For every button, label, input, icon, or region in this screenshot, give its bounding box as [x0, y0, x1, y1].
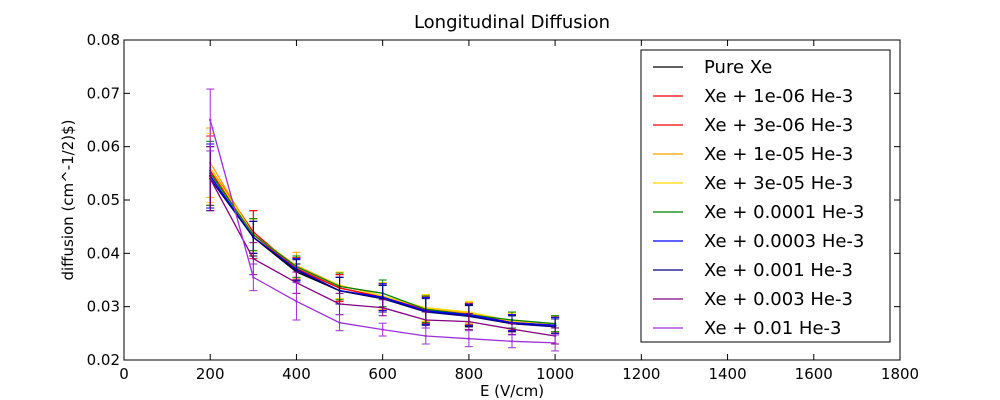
axes: 0 200 400 600 800 1000 1200 1400 1600 1800 0.02 0.0…	[87, 31, 920, 383]
data-point	[295, 269, 298, 272]
x-tick-label: 1200	[622, 365, 660, 383]
y-axis-label: diffusion (cm^-1/2)$)	[59, 119, 77, 280]
x-tick-label: 600	[368, 365, 397, 383]
legend-label: Xe + 0.0003 He-3	[704, 231, 864, 252]
data-point	[510, 340, 514, 343]
data-point	[467, 337, 471, 340]
data-point	[338, 321, 341, 324]
data-point	[424, 318, 427, 322]
data-point	[381, 328, 384, 331]
data-point	[338, 289, 341, 292]
x-tick-label: 1600	[795, 365, 833, 383]
legend-label: Xe + 0.001 He-3	[704, 260, 853, 281]
x-tick-label: 1400	[708, 365, 746, 383]
y-tick-label: 0.06	[87, 138, 120, 156]
x-tick-label: 1000	[536, 365, 574, 383]
data-point	[252, 257, 255, 260]
x-tick-label: 400	[282, 365, 311, 383]
y-tick-label: 0.03	[87, 298, 120, 316]
series-9	[206, 88, 560, 352]
legend-label: Xe + 0.01 He-3	[704, 318, 841, 339]
legend-label: Pure Xe	[704, 57, 772, 78]
chart-title: Longitudinal Diffusion	[414, 12, 610, 33]
legend-label: Xe + 0.003 He-3	[704, 289, 853, 310]
series-8	[206, 146, 560, 345]
plot-area	[206, 88, 560, 352]
data-point	[209, 177, 212, 180]
x-tick-label: 200	[196, 365, 225, 383]
y-tick-label: 0.02	[87, 351, 120, 369]
x-tick-label: 1800	[881, 365, 919, 383]
legend-label: Xe + 1e-06 He-3	[704, 86, 853, 107]
data-point	[252, 276, 255, 279]
y-tick-label: 0.08	[87, 31, 120, 49]
data-point	[381, 306, 384, 309]
legend-box	[640, 49, 891, 343]
x-tick-label: 800	[455, 365, 484, 383]
x-tick-label: 0	[119, 365, 129, 383]
x-axis-label: E (V/cm)	[480, 382, 544, 400]
data-point	[209, 118, 212, 122]
legend-label: Xe + 0.0001 He-3	[704, 202, 864, 223]
legend-label: Xe + 3e-06 He-3	[704, 115, 853, 136]
legend: Pure Xe Xe + 1e-06 He-3 Xe + 3e-06 He-3 Xe …	[640, 49, 891, 343]
y-tick-label: 0.05	[87, 191, 120, 209]
data-point	[510, 327, 514, 331]
data-point	[338, 302, 341, 306]
y-tick-label: 0.07	[87, 84, 120, 102]
data-point	[295, 300, 298, 303]
data-point	[252, 236, 255, 239]
legend-label: Xe + 3e-05 He-3	[704, 173, 853, 194]
data-point	[467, 320, 471, 323]
y-tick-label: 0.04	[87, 244, 120, 262]
legend-label: Xe + 1e-05 He-3	[704, 144, 853, 165]
data-point	[553, 341, 557, 345]
data-point	[424, 334, 427, 338]
